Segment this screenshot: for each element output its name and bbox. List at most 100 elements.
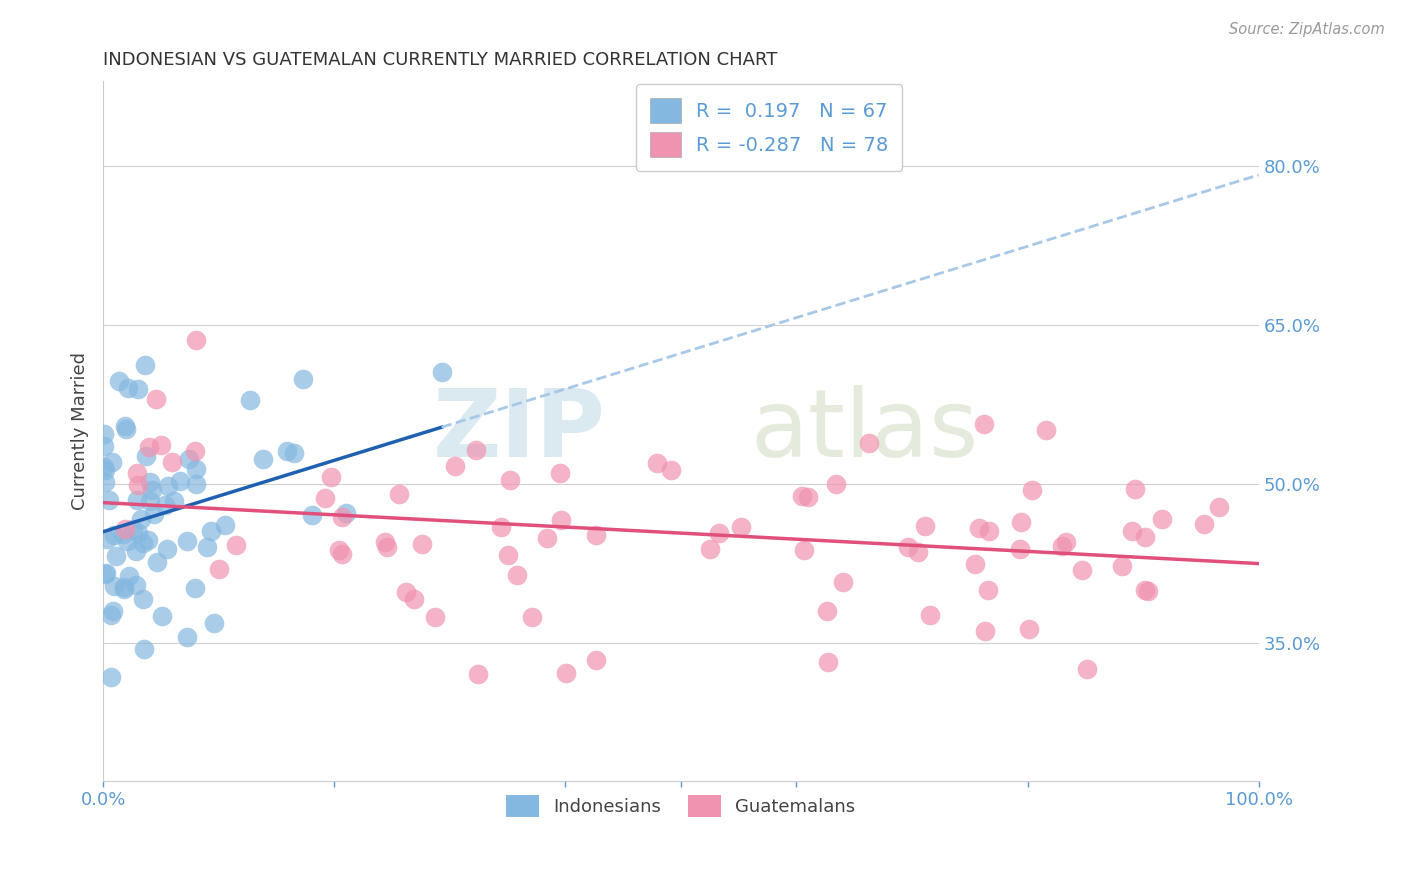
Point (117, 381, 139, 395)
Point (1054, 535, 1077, 549)
Point (918, 607, 941, 622)
Point (467, 666, 489, 681)
Point (375, 540, 398, 554)
Point (184, 461, 207, 475)
Point (100, 670, 122, 684)
Text: Source: ZipAtlas.com: Source: ZipAtlas.com (1229, 22, 1385, 37)
Legend: Indonesians, Guatemalans: Indonesians, Guatemalans (499, 788, 863, 824)
Point (283, 446, 305, 460)
Point (150, 609, 173, 624)
Point (825, 477, 848, 491)
Point (127, 382, 149, 396)
Point (145, 392, 167, 407)
Point (184, 581, 207, 595)
Point (184, 477, 207, 491)
Point (124, 544, 146, 558)
Point (127, 478, 149, 492)
Point (143, 507, 166, 521)
Point (430, 365, 453, 379)
Text: INDONESIAN VS GUATEMALAN CURRENTLY MARRIED CORRELATION CHART: INDONESIAN VS GUATEMALAN CURRENTLY MARRI… (103, 51, 778, 69)
Point (225, 538, 247, 552)
Point (125, 467, 148, 481)
Point (122, 522, 145, 536)
Point (93, 459, 115, 474)
Point (1050, 539, 1073, 553)
Point (111, 527, 134, 541)
Point (1010, 541, 1032, 556)
Point (792, 490, 814, 504)
Point (134, 358, 156, 372)
Point (132, 536, 155, 550)
Point (115, 533, 138, 548)
Point (699, 542, 721, 557)
Point (155, 498, 177, 512)
Point (1070, 563, 1092, 577)
Point (108, 374, 131, 388)
Point (139, 493, 162, 508)
Point (411, 537, 433, 551)
Point (103, 579, 125, 593)
Point (136, 533, 159, 548)
Point (195, 541, 218, 555)
Point (1133, 530, 1156, 544)
Point (141, 483, 163, 498)
Point (101, 455, 124, 469)
Point (967, 521, 990, 535)
Point (176, 630, 198, 644)
Point (815, 603, 838, 617)
Point (200, 524, 222, 539)
Point (104, 549, 127, 564)
Point (817, 655, 839, 669)
Point (184, 334, 207, 348)
Point (963, 557, 986, 571)
Point (897, 540, 920, 554)
Point (1136, 584, 1159, 599)
Point (93, 439, 115, 453)
Point (157, 479, 180, 493)
Point (1150, 512, 1173, 526)
Point (707, 526, 730, 541)
Point (914, 519, 936, 533)
Point (388, 486, 411, 500)
Point (132, 641, 155, 656)
Point (94, 463, 117, 477)
Point (114, 418, 136, 433)
Point (127, 526, 149, 541)
Point (585, 528, 607, 542)
Point (505, 568, 527, 582)
Point (214, 518, 236, 533)
Point (118, 568, 141, 582)
Point (328, 543, 350, 558)
Point (162, 455, 184, 469)
Point (550, 513, 572, 527)
Point (292, 371, 315, 385)
Point (1021, 483, 1043, 497)
Point (103, 527, 125, 541)
Point (138, 440, 160, 454)
Point (498, 473, 520, 487)
Point (1121, 524, 1143, 538)
Point (1208, 500, 1230, 514)
Point (301, 508, 323, 522)
Point (330, 547, 353, 561)
Point (832, 574, 855, 589)
Text: atlas: atlas (751, 385, 979, 477)
Point (208, 562, 231, 576)
Y-axis label: Currently Married: Currently Married (72, 352, 89, 510)
Point (100, 607, 122, 622)
Point (491, 519, 513, 533)
Point (114, 522, 136, 536)
Point (1192, 517, 1215, 532)
Point (184, 443, 207, 458)
Point (163, 494, 186, 508)
Point (536, 531, 558, 545)
Point (112, 580, 135, 594)
Point (156, 542, 179, 557)
Point (314, 491, 336, 506)
Point (973, 417, 995, 431)
Point (169, 474, 191, 488)
Point (93, 427, 115, 442)
Point (548, 466, 571, 480)
Point (661, 463, 683, 477)
Point (149, 438, 172, 452)
